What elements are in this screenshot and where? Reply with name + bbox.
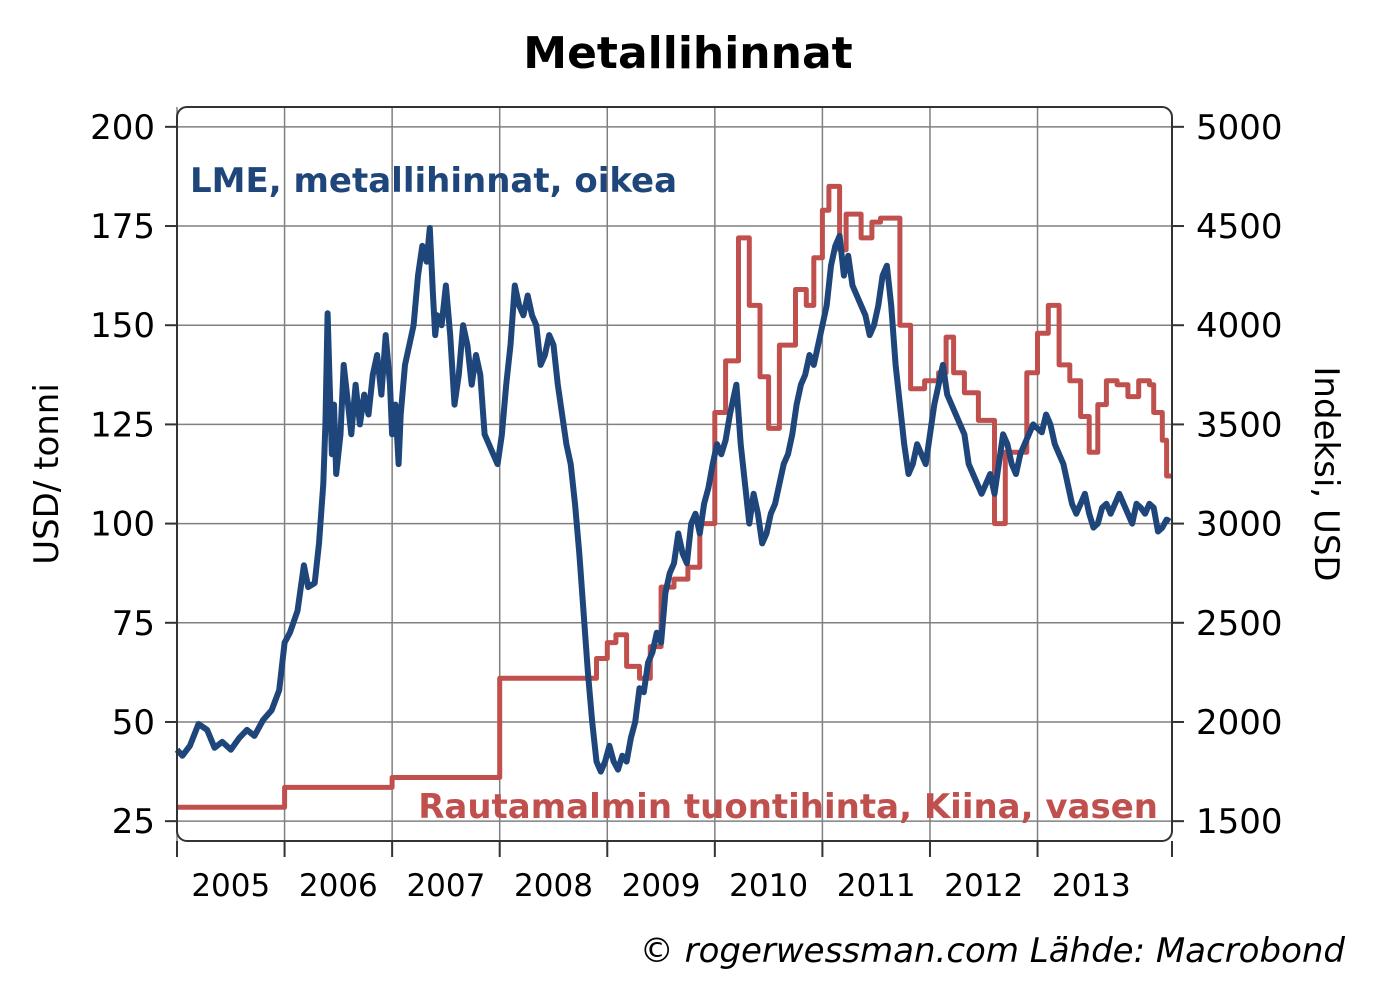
y-left-tick-label: 200 bbox=[90, 108, 155, 148]
y-right-tick-label: 3500 bbox=[1196, 405, 1283, 445]
source-credit: © rogerwessman.com Lähde: Macrobond bbox=[640, 931, 1346, 971]
x-tick-label: 2007 bbox=[406, 868, 485, 904]
y-right-tick-label: 3000 bbox=[1196, 505, 1283, 545]
y-right-tick-label: 1500 bbox=[1196, 802, 1283, 842]
iron-ore-series-label: Rautamalmin tuontihinta, Kiina, vasen bbox=[418, 787, 1158, 827]
x-axis: 2005 2006 2007 2008 2009 2010 2011 2012 2013 bbox=[176, 841, 1173, 904]
y-left-tick-label: 50 bbox=[112, 703, 155, 743]
x-tick-label: 2011 bbox=[837, 868, 916, 904]
lme-series-label: LME, metallihinnat, oikea bbox=[190, 161, 677, 201]
series-layer bbox=[174, 183, 1172, 810]
iron-ore-price-line bbox=[177, 183, 1172, 810]
x-tick-label: 2013 bbox=[1052, 868, 1131, 904]
y-right-tick-label: 5000 bbox=[1196, 108, 1283, 148]
x-tick-label: 2012 bbox=[944, 868, 1023, 904]
x-tick-label: 2006 bbox=[299, 868, 378, 904]
y-left-tick-label: 75 bbox=[112, 604, 155, 644]
y-right-tick-label: 4000 bbox=[1196, 306, 1283, 346]
plot-frame bbox=[176, 106, 1173, 842]
y-right-tick-label: 2500 bbox=[1196, 604, 1283, 644]
chart-title: Metallihinnat bbox=[523, 28, 852, 79]
x-tick-label: 2010 bbox=[729, 868, 808, 904]
y-axis-left: 200 175 150 125 100 75 50 25 bbox=[90, 108, 177, 842]
x-tick-label: 2009 bbox=[622, 868, 701, 904]
y-left-tick-label: 125 bbox=[90, 405, 155, 445]
x-tick-label: 2008 bbox=[514, 868, 593, 904]
y-axis-right: 5000 4500 4000 3500 3000 2500 2000 1500 bbox=[1172, 108, 1283, 842]
y-right-tick-label: 2000 bbox=[1196, 703, 1283, 743]
y-axis-right-label: Indeksi, USD bbox=[1306, 366, 1346, 581]
y-axis-left-label: USD/ tonni bbox=[27, 383, 67, 565]
lme-metal-price-line bbox=[174, 225, 1172, 775]
y-left-tick-label: 25 bbox=[112, 802, 155, 842]
y-left-tick-label: 100 bbox=[90, 505, 155, 545]
y-left-tick-label: 150 bbox=[90, 306, 155, 346]
x-tick-label: 2005 bbox=[191, 868, 270, 904]
y-right-tick-label: 4500 bbox=[1196, 207, 1283, 247]
y-left-tick-label: 175 bbox=[90, 207, 155, 247]
